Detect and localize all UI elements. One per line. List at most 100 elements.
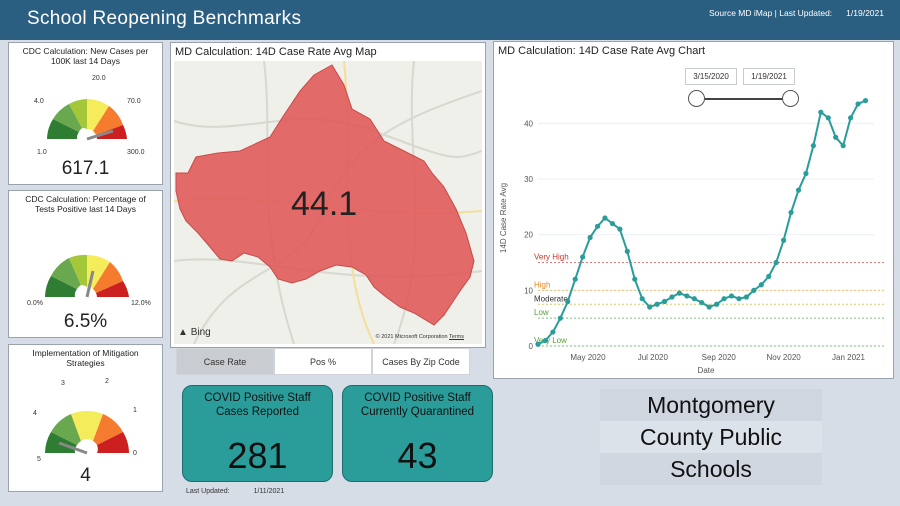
- x-tick-label: Sep 2020: [702, 353, 737, 362]
- slider-end-date[interactable]: 1/19/2021: [743, 68, 795, 85]
- copyright-text: © 2021 Microsoft Corporation: [375, 334, 448, 340]
- gauge-card-new-cases[interactable]: CDC Calculation: New Cases per 100K last…: [8, 42, 163, 185]
- gauge-title: Implementation of Mitigation Strategies: [32, 348, 139, 368]
- data-point: [818, 109, 824, 115]
- threshold-label: Very Low: [534, 336, 567, 345]
- slider-end-handle[interactable]: [782, 90, 799, 107]
- y-tick-label: 40: [524, 119, 533, 128]
- case-rate-map[interactable]: 44.1 ▲ Bing © 2021 Microsoft Corporation…: [174, 61, 482, 344]
- tab-cases-by-zip[interactable]: Cases By Zip Code: [372, 348, 470, 375]
- chart-title: MD Calculation: 14D Case Rate Avg Chart: [498, 45, 706, 57]
- data-point: [833, 134, 839, 140]
- x-tick-label: Jul 2020: [638, 353, 669, 362]
- gauge-dial: 1.0 4.0 20.0 70.0 300.0: [34, 75, 145, 156]
- data-point: [632, 276, 638, 282]
- y-axis-label: 14D Case Rate Avg: [499, 183, 508, 253]
- data-point: [781, 237, 787, 243]
- gauge-dial: 5 4 3 2 1 0: [33, 378, 137, 463]
- map-tab-bar: Case Rate Pos % Cases By Zip Code: [176, 348, 470, 375]
- stat-card-cases-reported[interactable]: COVID Positive Staff Cases Reported 281: [182, 385, 333, 482]
- threshold-label: Low: [534, 308, 549, 317]
- gauge-value: 6.5%: [63, 311, 108, 332]
- stats-last-updated: Last Updated: 1/11/2021: [186, 488, 284, 495]
- gauge-label: 0.0%: [27, 300, 43, 307]
- gauge-label: 3: [61, 380, 65, 387]
- chart-panel: MD Calculation: 14D Case Rate Avg Chart …: [493, 41, 894, 379]
- gauge-dial: 0.0% 12.0%: [27, 254, 151, 307]
- data-point: [758, 282, 764, 288]
- header-bar: School Reopening Benchmarks Source MD iM…: [0, 0, 900, 40]
- data-point: [602, 215, 608, 221]
- gauge-card-percent-positive[interactable]: CDC Calculation: Percentage of Tests Pos…: [8, 190, 163, 338]
- gauge-card-mitigation[interactable]: Implementation of Mitigation Strategies …: [8, 344, 163, 492]
- gauge-label: 5: [37, 456, 41, 463]
- last-updated-date: 1/19/2021: [846, 8, 884, 18]
- gauge-label: 1.0: [37, 149, 47, 156]
- gauge-label: 70.0: [127, 98, 141, 105]
- data-point: [542, 337, 549, 344]
- gauge-title: CDC Calculation: Percentage of Tests Pos…: [25, 194, 146, 214]
- org-name-line: Montgomery: [600, 389, 822, 421]
- data-point: [788, 209, 794, 216]
- map-copyright: © 2021 Microsoft Corporation Terms: [376, 334, 464, 340]
- page-title: School Reopening Benchmarks: [27, 8, 302, 29]
- gauge-label: 1: [133, 407, 137, 414]
- data-point: [803, 170, 809, 177]
- gauge-title: CDC Calculation: New Cases per 100K last…: [22, 46, 149, 66]
- gauge-label: 300.0: [127, 149, 145, 156]
- data-point: [699, 299, 705, 306]
- threshold-label: Very High: [534, 253, 569, 262]
- gauge-label: 2: [105, 378, 109, 385]
- data-point: [751, 287, 757, 293]
- gauge-value: 4: [80, 465, 91, 486]
- gauge-value: 617.1: [61, 158, 110, 179]
- stat-card-quarantined[interactable]: COVID Positive Staff Currently Quarantin…: [342, 385, 493, 482]
- data-point: [565, 298, 571, 305]
- data-point: [557, 315, 563, 321]
- data-point: [669, 294, 675, 300]
- threshold-label: High: [534, 280, 550, 289]
- data-point: [535, 341, 541, 347]
- data-point: [691, 296, 697, 302]
- data-point: [587, 234, 593, 241]
- org-name-line: Schools: [600, 453, 822, 485]
- x-axis-label: Date: [698, 366, 715, 375]
- source-info: Source MD iMap | Last Updated: 1/19/2021: [709, 8, 884, 18]
- map-value: 44.1: [291, 185, 358, 223]
- bing-icon: ▲: [178, 327, 188, 338]
- y-tick-label: 30: [524, 175, 533, 184]
- data-point: [810, 143, 816, 149]
- date-slider-track[interactable]: [696, 98, 791, 100]
- data-point: [684, 293, 690, 299]
- data-point: [825, 115, 831, 121]
- county-shape[interactable]: [175, 64, 475, 326]
- y-tick-label: 0: [529, 342, 534, 351]
- tab-pos-percent[interactable]: Pos %: [274, 348, 372, 375]
- gauge-label: 0: [133, 450, 137, 457]
- org-name-block: Montgomery County Public Schools: [600, 389, 822, 491]
- data-point: [572, 276, 578, 282]
- source-label: Source MD iMap | Last Updated:: [709, 8, 833, 18]
- stat-value: 281: [227, 435, 288, 476]
- data-point: [862, 97, 869, 104]
- stat-label: COVID Positive Staff Currently Quarantin…: [360, 392, 475, 418]
- data-point: [654, 301, 660, 307]
- data-point: [848, 115, 854, 121]
- last-updated-value: 1/11/2021: [253, 488, 285, 495]
- data-point: [766, 273, 772, 280]
- data-point: [773, 259, 779, 266]
- gauge-label: 20.0: [92, 75, 106, 82]
- case-rate-chart: 0 10 20 30 40 Very High High Moderate Low Very Lo…: [499, 97, 884, 375]
- data-point: [721, 296, 727, 302]
- data-point: [609, 220, 616, 227]
- terms-link[interactable]: Terms: [449, 334, 464, 340]
- x-tick-label: Jan 2021: [832, 353, 865, 362]
- slider-start-handle[interactable]: [688, 90, 705, 107]
- bing-label: Bing: [190, 327, 211, 338]
- slider-start-date[interactable]: 3/15/2020: [685, 68, 737, 85]
- data-point: [795, 187, 802, 193]
- bing-logo: ▲ Bing: [178, 327, 211, 338]
- threshold-label: Moderate: [534, 294, 568, 303]
- data-point: [728, 293, 735, 299]
- tab-case-rate[interactable]: Case Rate: [176, 348, 274, 375]
